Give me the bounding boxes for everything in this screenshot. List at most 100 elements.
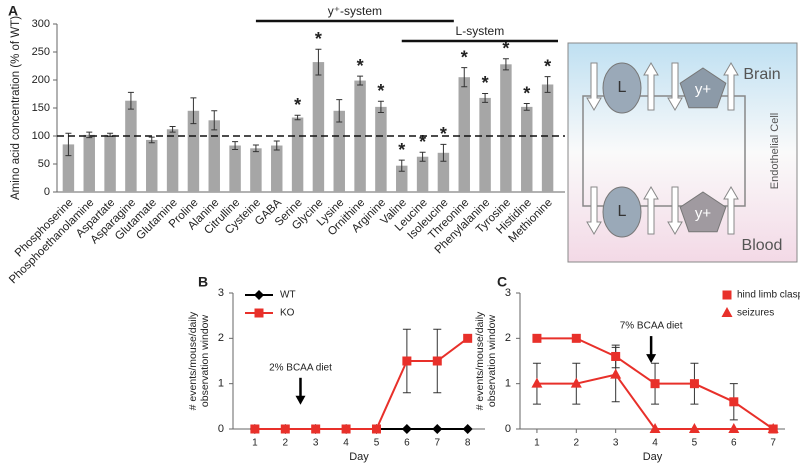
- marker: [531, 377, 543, 388]
- marker: [649, 423, 661, 433]
- x-tick-label: 2: [574, 438, 580, 449]
- marker: [371, 424, 381, 434]
- annotation: 2% BCAA diet: [269, 362, 332, 373]
- bar: [125, 100, 137, 192]
- legend-marker: [254, 290, 264, 300]
- bar: [208, 120, 220, 192]
- y-tick-label: 1: [505, 378, 511, 390]
- y-tick-label: 250: [32, 46, 50, 58]
- marker: [611, 351, 621, 361]
- y-axis-label: observation window: [486, 314, 498, 407]
- x-tick-label: 7: [770, 438, 776, 449]
- significance-mark: *: [461, 47, 468, 67]
- cell-outline: [582, 95, 746, 207]
- panel-letter: B: [198, 274, 208, 290]
- transport-arrow: [643, 186, 659, 235]
- significance-mark: *: [315, 29, 322, 49]
- x-tick-label: 6: [731, 438, 737, 449]
- transport-arrow: [723, 186, 739, 235]
- transport-arrow: [723, 62, 739, 111]
- y-axis-label: # events/mouse/daily: [187, 311, 199, 410]
- error-bar: [544, 76, 551, 93]
- bar: [396, 165, 408, 192]
- error-bar: [252, 144, 259, 153]
- bar: [250, 148, 262, 192]
- x-tick-label: 6: [404, 438, 410, 449]
- y-tick-label: 3: [218, 287, 224, 299]
- error-bar: [482, 92, 489, 103]
- x-tick-label: 2: [283, 438, 289, 449]
- x-tick-label: 1: [252, 438, 258, 449]
- significance-mark: *: [294, 95, 301, 115]
- error-bar: [294, 114, 301, 121]
- system-label: y⁺-system: [328, 4, 382, 18]
- bar: [146, 139, 158, 192]
- legend-label: seizures: [737, 308, 774, 319]
- x-tick-label: 1: [534, 438, 540, 449]
- transport-arrow: [643, 62, 659, 111]
- transport-arrow: [667, 186, 683, 235]
- marker: [432, 356, 442, 366]
- significance-mark: *: [377, 81, 384, 101]
- error-bar: [461, 67, 468, 88]
- y-tick-label: 3: [505, 287, 511, 299]
- x-tick-label: 4: [343, 438, 349, 449]
- error-bar: [377, 100, 384, 113]
- y-tick-label: 2: [218, 332, 224, 344]
- y-transporter: [679, 191, 727, 233]
- l-label: L: [618, 79, 627, 96]
- panel-letter: C: [497, 274, 507, 290]
- bar: [187, 110, 200, 192]
- significance-mark: *: [482, 73, 489, 93]
- transport-arrow: [667, 62, 683, 111]
- error-bar: [169, 125, 176, 133]
- marker: [311, 424, 321, 434]
- significance-mark: *: [398, 140, 405, 160]
- error-bar: [398, 159, 405, 172]
- x-tick-label: 8: [465, 438, 471, 449]
- y-axis-label: # events/mouse/daily: [474, 311, 486, 410]
- bar: [500, 64, 512, 192]
- bar: [271, 145, 283, 192]
- x-tick-label: Phosphoethanolamine: [7, 197, 96, 286]
- l-transporter: [602, 62, 642, 114]
- x-tick-label: 5: [692, 438, 698, 449]
- marker: [610, 368, 622, 379]
- panel-letter: A: [8, 3, 18, 19]
- marker: [341, 424, 351, 434]
- y-label: y+: [695, 205, 712, 222]
- significance-mark: *: [357, 56, 364, 76]
- error-bar: [273, 140, 280, 151]
- l-label: L: [618, 203, 627, 220]
- bar: [375, 106, 387, 192]
- error-bar: [232, 141, 239, 150]
- significance-mark: *: [523, 83, 530, 103]
- y-axis-label: Amino acid concentration (% of WT): [10, 16, 22, 200]
- bar: [312, 62, 325, 192]
- l-transporter: [602, 186, 642, 238]
- y-tick-label: 200: [32, 74, 50, 86]
- y-tick-label: 2: [505, 332, 511, 344]
- annotation: 7% BCAA diet: [620, 321, 683, 332]
- y-transporter: [679, 67, 727, 109]
- marker: [570, 377, 582, 388]
- y-tick-label: 0: [505, 423, 511, 435]
- transport-arrow: [586, 62, 602, 111]
- annotation-arrowhead: [295, 395, 306, 405]
- marker: [280, 424, 290, 434]
- y-tick-label: 300: [32, 18, 50, 30]
- series-line: [254, 337, 469, 430]
- bar: [416, 156, 429, 192]
- x-tick-label: 3: [613, 438, 619, 449]
- y-tick-label: 100: [32, 130, 50, 142]
- x-axis-label: Day: [349, 451, 369, 463]
- x-tick-label: 7: [434, 438, 440, 449]
- marker: [463, 333, 473, 343]
- y-tick-label: 0: [44, 186, 50, 198]
- bar: [291, 117, 304, 192]
- error-bar: [190, 97, 197, 125]
- marker: [462, 424, 473, 434]
- error-bar: [315, 48, 322, 76]
